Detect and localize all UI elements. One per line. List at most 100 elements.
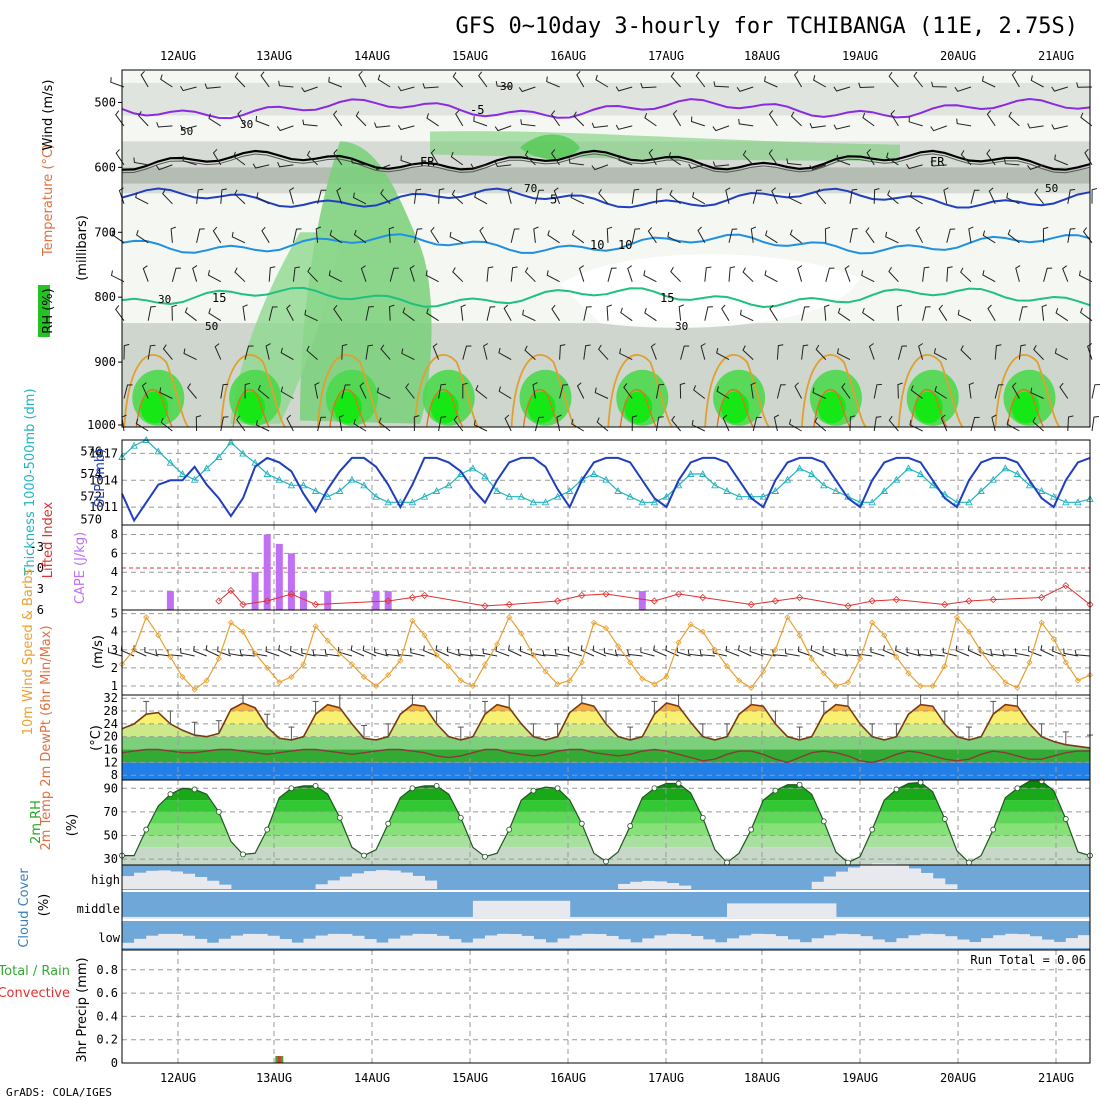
wind-barb-890-38 xyxy=(583,344,591,360)
thickness-point-72 xyxy=(989,475,997,483)
wind10m-barb-59 xyxy=(822,645,837,657)
cloud-low-47 xyxy=(690,936,704,948)
thickness-point-41 xyxy=(614,487,622,494)
cloud-middle-11 xyxy=(255,916,268,919)
wind-barb-830-66 xyxy=(922,306,931,321)
cloud-middle-7 xyxy=(206,916,220,919)
wind-barb-470-80 xyxy=(1076,82,1093,88)
wind-barb-590-18 xyxy=(333,149,343,166)
wind10m-barb-49 xyxy=(699,649,715,657)
cloud-middle-34 xyxy=(533,900,546,919)
cape-bar-12 xyxy=(263,534,271,610)
wind-speed-point-66 xyxy=(917,682,924,690)
date-bottom-13AUG: 13AUG xyxy=(256,1071,292,1085)
wind-speed-point-5 xyxy=(179,673,186,680)
wind-barb-470-58 xyxy=(813,75,827,88)
rh-point-68 xyxy=(941,816,948,822)
wind-barb-470-36 xyxy=(546,76,560,88)
wind-barb-950-6 xyxy=(187,383,197,399)
wind-tick-4: 4 xyxy=(111,625,118,639)
wind10m-barb-73 xyxy=(990,648,1006,657)
rh-core-7 xyxy=(817,391,846,424)
cloud-middle-68 xyxy=(944,916,958,919)
dewpoint-line xyxy=(121,748,1090,764)
wind-tick-3: 3 xyxy=(111,643,118,657)
cloud-middle-18 xyxy=(339,916,353,919)
cloud-low-26 xyxy=(436,935,450,948)
wind-barb-770-64 xyxy=(888,266,899,283)
rh-point-38 xyxy=(578,820,585,827)
wind-barb-530-36 xyxy=(550,110,561,127)
wind10m-barb-11 xyxy=(239,649,256,657)
wind-barb-650-46 xyxy=(669,189,681,205)
wind-barb-710-76 xyxy=(1042,226,1049,243)
wind-barb-650-60 xyxy=(849,188,858,204)
cloud-middle-44 xyxy=(654,916,667,919)
cloud-low-24 xyxy=(412,933,425,948)
wind-barb-950-74 xyxy=(1011,382,1020,399)
cloud-high-5 xyxy=(182,873,196,889)
wind-barb-650-52 xyxy=(752,189,762,204)
cloud-high-58 xyxy=(823,876,837,889)
wind-barb-710-34 xyxy=(533,226,539,243)
cloud-middle-73 xyxy=(1005,916,1018,919)
wind-barb-830-40 xyxy=(606,304,612,321)
wind-speed-point-47 xyxy=(687,621,694,628)
cloud-high-16 xyxy=(315,884,329,889)
wind-barb-650-30 xyxy=(474,192,488,205)
wind-barb-830-54 xyxy=(769,304,778,321)
thickness-point-63 xyxy=(880,487,889,494)
wind-speed-point-71 xyxy=(978,648,985,655)
cloud-low-33 xyxy=(521,935,534,948)
wind-barb-890-2 xyxy=(147,344,156,360)
wind-barb-950-72 xyxy=(994,384,1004,399)
wind10m-barb-33 xyxy=(508,645,522,657)
lifted-index-tick-2: 3 xyxy=(37,582,44,596)
boundary-layer-contour-6 xyxy=(704,354,770,428)
date-bottom-12AUG: 12AUG xyxy=(160,1071,196,1085)
wind-barb-650-18 xyxy=(336,187,343,204)
cloud-middle-51 xyxy=(739,903,752,919)
wind10m-label: 10m Wind Speed & Barbs xyxy=(21,569,36,736)
wind10m-barb-40 xyxy=(592,645,607,657)
wind-barb-1000-22 xyxy=(378,417,391,432)
wind-speed-point-33 xyxy=(518,630,525,637)
precip-tick-0.4: 0.4 xyxy=(96,1009,118,1023)
thickness-point-43 xyxy=(638,498,647,506)
cloud-high-6 xyxy=(194,876,208,889)
wind-barb-470-38 xyxy=(576,70,585,88)
wind10m-barb-8 xyxy=(205,645,220,657)
cloud-low-15 xyxy=(303,938,317,948)
cloud-middle-65 xyxy=(908,916,922,919)
wind-barb-710-74 xyxy=(1007,229,1020,244)
wind-barb-950-34 xyxy=(532,382,538,399)
wind-barb-470-46 xyxy=(670,72,681,88)
cloud-low-22 xyxy=(388,938,401,948)
wind-barb-650-56 xyxy=(788,192,802,205)
rh-point-48 xyxy=(699,814,706,821)
wind-barb-710-52 xyxy=(750,226,757,243)
thickness-point-31 xyxy=(493,487,501,494)
rh-point-50 xyxy=(724,859,730,866)
cloud-low-5 xyxy=(182,935,196,948)
wind10m-barb-9 xyxy=(217,646,232,657)
date-top-13AUG: 13AUG xyxy=(256,49,292,63)
cape-tick-6: 6 xyxy=(111,546,118,560)
cloud-middle-4 xyxy=(170,916,183,919)
boundary-layer-contour-3 xyxy=(413,354,480,428)
wind10m-barb-61 xyxy=(844,649,861,657)
cape-bar-15 xyxy=(300,591,307,610)
thickness-point-48 xyxy=(699,470,707,477)
wind-barb-890-56 xyxy=(801,344,809,360)
wind-barb-890-40 xyxy=(597,344,609,360)
wind-barb-950-22 xyxy=(377,387,391,399)
lifted-index-point-10 xyxy=(505,600,513,609)
isotherm-label--5: -5 xyxy=(470,103,484,117)
lifted-index-point-0 xyxy=(215,597,223,605)
cloud-low-13 xyxy=(279,938,292,948)
wind-barb-1000-78 xyxy=(1067,415,1074,432)
thickness-point-49 xyxy=(711,481,719,489)
temp2m-label: 2m Temp 2m DewPt (6hr Min/Max) xyxy=(39,625,54,850)
wind-barb-770-76 xyxy=(1043,267,1053,282)
wind-barb-710-38 xyxy=(571,229,585,244)
